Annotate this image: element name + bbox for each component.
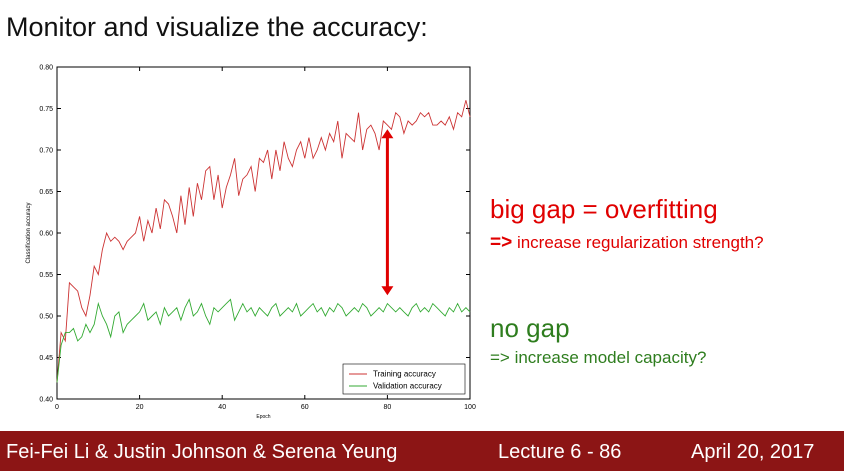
no-gap-advice: => increase model capacity?	[490, 348, 707, 367]
big-gap-label: big gap = overfitting	[490, 194, 718, 224]
footer-date: April 20, 2017	[691, 441, 815, 463]
x-tick-label: 100	[464, 404, 476, 411]
training-accuracy-line	[56, 100, 471, 383]
legend-label: Validation accuracy	[373, 382, 442, 391]
validation-accuracy-line	[56, 298, 471, 383]
x-axis-label: Epoch	[256, 414, 270, 420]
legend-box	[342, 363, 466, 395]
y-tick-label: 0.60	[39, 231, 53, 238]
y-tick-label: 0.45	[39, 355, 53, 362]
y-tick-label: 0.50	[39, 314, 53, 321]
gap-arrow-head-bottom	[381, 286, 394, 296]
x-tick-label: 20	[136, 404, 144, 411]
footer-bar: Fei-Fei Li & Justin Johnson & Serena Yeu…	[0, 431, 844, 471]
y-tick-label: 0.80	[39, 65, 53, 72]
y-tick-label: 0.65	[39, 189, 53, 196]
implies-arrow-text: =>	[490, 232, 513, 253]
x-tick-label: 80	[384, 404, 392, 411]
gap-arrow-head-top	[381, 129, 394, 139]
accuracy-chart: 0.40 0.45 0.50 0.55 0.60 0.65 0.70 0.75 0.80 0 20 4…	[26, 65, 476, 421]
y-tick-label: 0.75	[39, 106, 53, 113]
y-tick-label: 0.70	[39, 148, 53, 155]
no-gap-label: no gap	[490, 313, 570, 343]
footer-lecture: Lecture 6 - 86	[498, 441, 622, 463]
big-gap-advice-text: increase regularization strength?	[516, 233, 764, 252]
slide-title: Monitor and visualize the accuracy:	[6, 12, 428, 42]
y-axis-label: Classification accuracy	[26, 202, 32, 263]
x-tick-label: 40	[218, 404, 226, 411]
big-gap-advice: => increase regularization strength?	[490, 232, 764, 254]
x-tick-label: 0	[55, 404, 59, 411]
x-tick-label: 60	[301, 404, 309, 411]
y-tick-label: 0.40	[39, 397, 53, 404]
plot-frame	[56, 66, 471, 400]
legend-label: Training accuracy	[373, 370, 436, 379]
footer-authors: Fei-Fei Li & Justin Johnson & Serena Yeu…	[6, 441, 398, 463]
y-tick-label: 0.55	[39, 272, 53, 279]
